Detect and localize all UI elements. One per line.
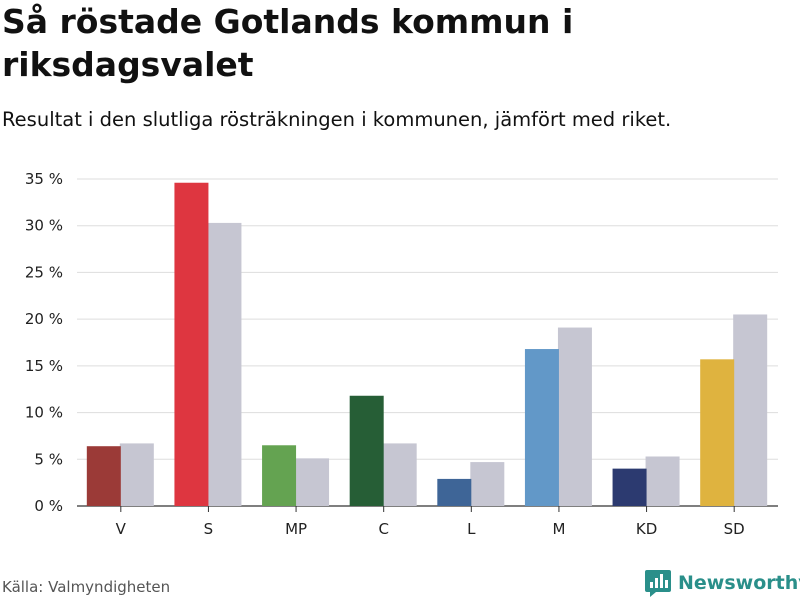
y-tick-label: 20 %	[25, 310, 63, 328]
brand-name: Newsworthy	[678, 572, 800, 594]
bar-m-series-2	[557, 327, 592, 506]
y-tick-label: 30 %	[25, 217, 63, 235]
x-tick-label: L	[467, 520, 476, 538]
bar-v-series-1	[86, 446, 121, 506]
bar-mp-series-1	[262, 445, 297, 506]
chart-subtitle: Resultat i den slutliga rösträkningen i …	[2, 108, 672, 131]
x-tick-label: MP	[285, 520, 307, 538]
bar-v-series-2	[119, 443, 154, 506]
chart-title: Så röstade Gotlands kommun i riksdagsval…	[2, 2, 574, 84]
y-tick-label: 35 %	[25, 170, 63, 188]
bar-l-series-2	[470, 462, 505, 506]
x-tick-label: S	[204, 520, 214, 538]
y-tick-label: 15 %	[25, 357, 63, 375]
source-note: Källa: Valmyndigheten	[2, 578, 171, 596]
x-tick-label: KD	[636, 520, 657, 538]
bar-c-series-2	[382, 443, 417, 506]
bar-m-series-1	[524, 349, 559, 506]
newsworthy-logo-icon	[645, 570, 671, 597]
y-tick-label: 5 %	[34, 450, 63, 468]
y-tick-label: 10 %	[25, 404, 63, 422]
bar-mp-series-2	[295, 458, 330, 506]
bar-sd-series-2	[733, 314, 768, 506]
x-tick-label: M	[552, 520, 565, 538]
y-tick-label: 0 %	[34, 497, 63, 515]
bar-sd-series-1	[700, 359, 735, 506]
bar-kd-series-1	[612, 468, 647, 506]
bar-s-series-1	[174, 182, 209, 507]
brand-logo: Newsworthy	[644, 568, 800, 598]
x-tick-label: C	[378, 520, 388, 538]
bar-kd-series-2	[645, 456, 680, 506]
bar-c-series-1	[349, 395, 384, 506]
bar-l-series-1	[437, 478, 472, 506]
y-tick-label: 25 %	[25, 263, 63, 281]
x-tick-label: SD	[724, 520, 745, 538]
x-tick-label: V	[116, 520, 127, 538]
bar-s-series-2	[207, 222, 242, 506]
